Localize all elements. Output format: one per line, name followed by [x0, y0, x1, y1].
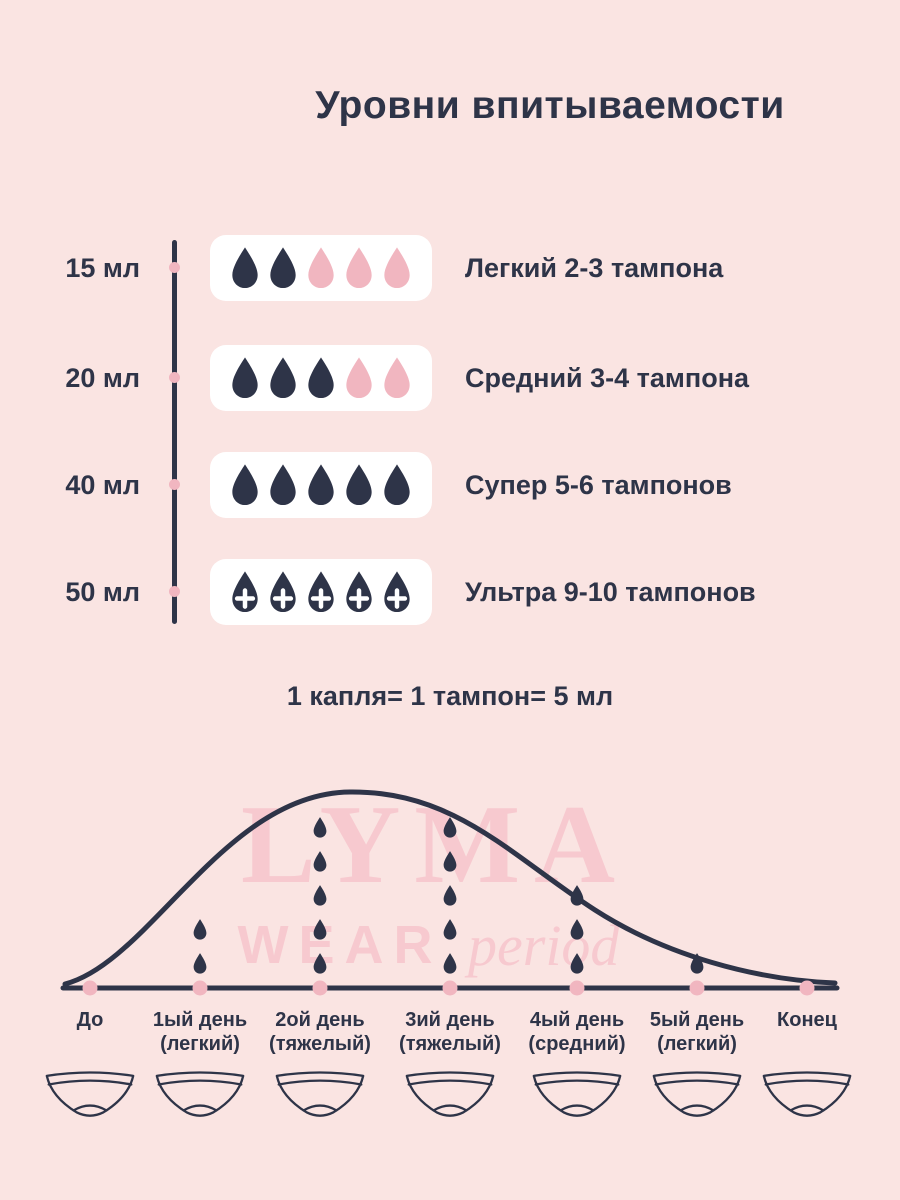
flow-drop-icon [313, 817, 327, 838]
timeline-day-label: Конец [777, 1009, 837, 1031]
flow-drop-icon [313, 851, 327, 872]
absorbency-label: Ультра 9-10 тампонов [465, 577, 756, 607]
drop-icon [384, 570, 410, 612]
drop-icon [346, 356, 372, 398]
drops-box [210, 345, 432, 411]
absorbency-label: Супер 5-6 тампонов [465, 470, 732, 500]
scale-dot [169, 586, 180, 597]
absorbency-row-light: 15 мл Легкий 2-3 тампона [0, 235, 900, 301]
timeline-dot [689, 980, 705, 996]
drop-icon [384, 463, 410, 505]
drop-icon [308, 356, 334, 398]
panties-icon [402, 1066, 498, 1126]
drop-icon [346, 246, 372, 288]
panties-icon [42, 1066, 138, 1126]
drop-icon [232, 570, 258, 612]
timeline-day-label: 1ый день (легкий) [152, 1009, 248, 1055]
flow-drop-icon [313, 953, 327, 974]
panties-icon [759, 1066, 855, 1126]
panties-outline [45, 1071, 135, 1117]
drops-box [210, 452, 432, 518]
panties-outline [532, 1071, 622, 1117]
drop-icon [232, 356, 258, 398]
panties-icon [649, 1066, 745, 1126]
panties-outline [405, 1071, 495, 1117]
drop-icon [232, 463, 258, 505]
drop-icon [308, 246, 334, 288]
flow-drop-icon [313, 885, 327, 906]
flow-drop-icon [443, 817, 457, 838]
flow-drop-icon [443, 885, 457, 906]
panties-icon [152, 1066, 248, 1126]
cycle-flow-chart: LYMA WEAR period [60, 783, 840, 996]
scale-axis-line [172, 240, 177, 624]
timeline-day-label: До [76, 1009, 104, 1031]
drops-box [210, 559, 432, 625]
timeline-day-label: 2ой день (тяжелый) [269, 1009, 371, 1055]
volume-label: 40 мл [65, 470, 140, 500]
drop-icon [270, 356, 296, 398]
drop-equivalence-note: 1 капля= 1 тампон= 5 мл [286, 681, 614, 711]
flow-drop-icon [690, 953, 704, 974]
panties-icon [272, 1066, 368, 1126]
absorbency-row-super: 40 мл Супер 5-6 тампонов [0, 452, 900, 518]
flow-drop-icon [443, 919, 457, 940]
scale-dot [169, 479, 180, 490]
timeline-day-label: 3ий день (тяжелый) [399, 1009, 501, 1055]
panties-outline [275, 1071, 365, 1117]
drop-icon [384, 356, 410, 398]
absorbency-row-medium: 20 мл Средний 3-4 тампона [0, 345, 900, 411]
flow-intensity-curve [62, 789, 838, 987]
drop-icon [384, 246, 410, 288]
flow-drop-icon [193, 919, 207, 940]
drop-icon [346, 463, 372, 505]
absorbency-row-ultra: 50 мл Ультра 9-10 тампонов [0, 559, 900, 625]
flow-drop-icon [570, 953, 584, 974]
flow-drop-icon [443, 953, 457, 974]
flow-drop-icon [313, 919, 327, 940]
timeline-day-label: 4ый день (средний) [528, 1009, 626, 1055]
drop-icon [270, 570, 296, 612]
flow-drop-icon [193, 953, 207, 974]
volume-label: 15 мл [65, 253, 140, 283]
absorbency-label: Средний 3-4 тампона [465, 363, 750, 393]
page-title: Уровни впитываемости [315, 84, 785, 127]
panties-icon [529, 1066, 625, 1126]
panties-outline [652, 1071, 742, 1117]
drop-icon [232, 246, 258, 288]
panties-outline [155, 1071, 245, 1117]
timeline-dot [312, 980, 328, 996]
flow-drop-icon [443, 851, 457, 872]
timeline-dot [192, 980, 208, 996]
scale-dot [169, 372, 180, 383]
flow-drop-icon [570, 919, 584, 940]
watermark-period-text: period [464, 913, 620, 978]
watermark-wear-text: WEAR [238, 915, 443, 975]
volume-label: 50 мл [65, 577, 140, 607]
drop-icon [346, 570, 372, 612]
drops-box [210, 235, 432, 301]
drop-icon [270, 463, 296, 505]
timeline-dot [799, 980, 815, 996]
drop-icon [270, 246, 296, 288]
absorbency-label: Легкий 2-3 тампона [465, 253, 724, 283]
drop-icon [308, 570, 334, 612]
timeline-dot [569, 980, 585, 996]
timeline-dot [82, 980, 98, 996]
flow-drop-icon [570, 885, 584, 906]
scale-dot [169, 262, 180, 273]
timeline-day-label: 5ый день (легкий) [649, 1009, 745, 1055]
timeline-dot [442, 980, 458, 996]
panties-outline [762, 1071, 852, 1117]
volume-label: 20 мл [65, 363, 140, 393]
drop-icon [308, 463, 334, 505]
